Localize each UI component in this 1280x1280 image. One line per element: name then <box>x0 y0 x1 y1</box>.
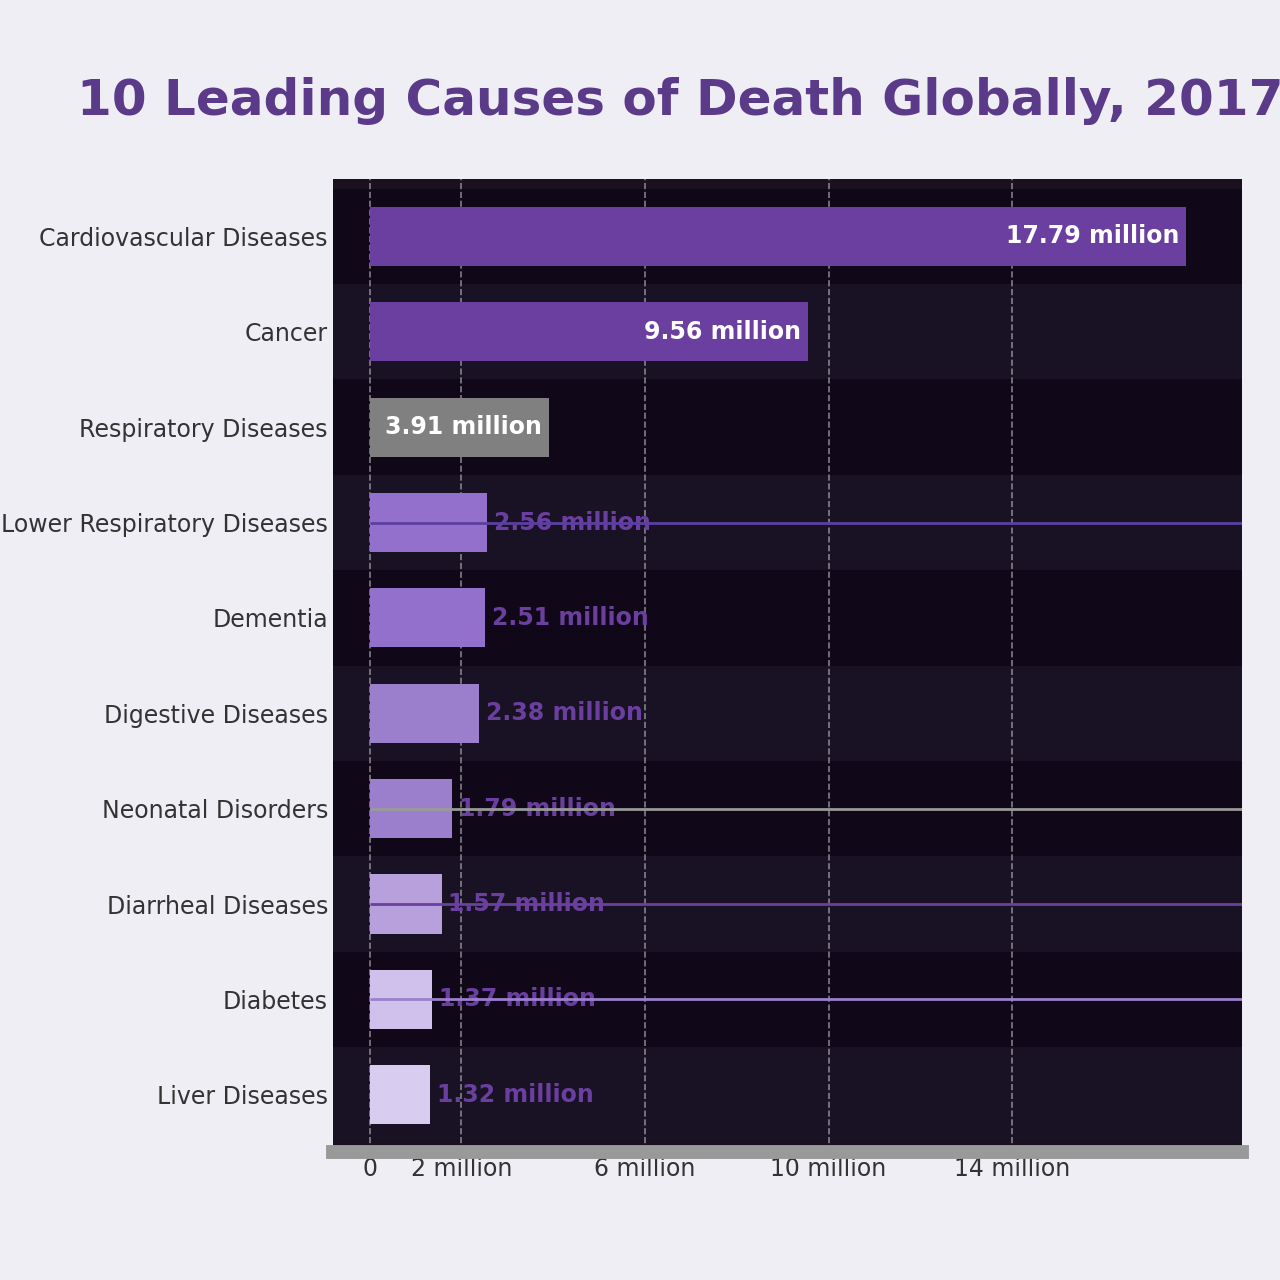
Text: 9.56 million: 9.56 million <box>644 320 801 344</box>
Bar <box>370 398 549 457</box>
Bar <box>370 874 442 933</box>
Bar <box>370 684 479 742</box>
Bar <box>370 1065 430 1124</box>
Bar <box>370 780 452 838</box>
Bar <box>370 970 433 1029</box>
Bar <box>324 952 1280 1047</box>
Bar <box>324 1047 1280 1143</box>
Bar <box>324 284 1280 379</box>
Bar <box>370 302 808 361</box>
Bar <box>370 589 485 648</box>
Text: 10 Leading Causes of Death Globally, 2017: 10 Leading Causes of Death Globally, 201… <box>77 77 1280 125</box>
Bar <box>324 666 1280 762</box>
Text: 3.91 million: 3.91 million <box>385 415 543 439</box>
Text: 1.37 million: 1.37 million <box>439 987 596 1011</box>
Text: 2.51 million: 2.51 million <box>492 605 649 630</box>
Text: 17.79 million: 17.79 million <box>1006 224 1179 248</box>
Text: 2.38 million: 2.38 million <box>485 701 643 726</box>
Bar <box>324 762 1280 856</box>
Bar <box>370 493 486 552</box>
Text: 2.56 million: 2.56 million <box>494 511 650 535</box>
Bar <box>324 475 1280 570</box>
Text: 1.57 million: 1.57 million <box>448 892 605 916</box>
Bar <box>324 379 1280 475</box>
Text: 1.32 million: 1.32 million <box>436 1083 594 1107</box>
Bar <box>324 856 1280 952</box>
Bar <box>324 188 1280 284</box>
Text: 1.79 million: 1.79 million <box>458 796 616 820</box>
Bar <box>370 207 1187 266</box>
Bar <box>324 570 1280 666</box>
